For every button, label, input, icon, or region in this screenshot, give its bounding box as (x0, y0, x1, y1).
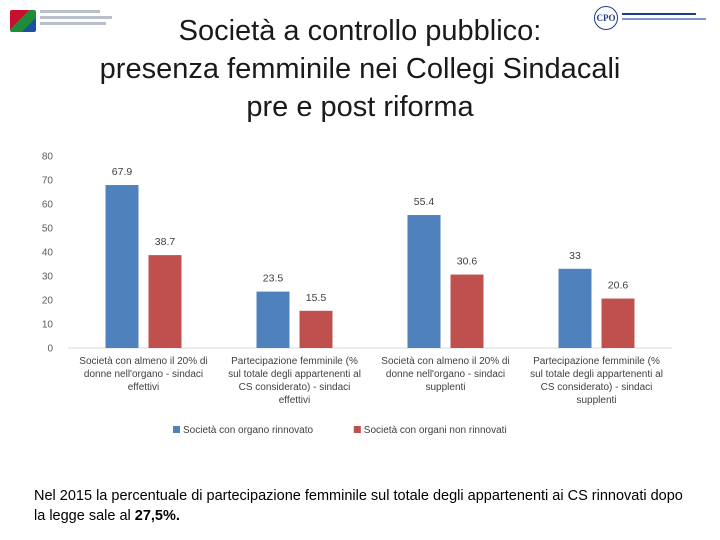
x-category-label: effettivi (279, 395, 311, 406)
bar-rinnovato (558, 268, 592, 348)
y-tick-label: 50 (42, 224, 54, 235)
institution-name-lines (40, 10, 114, 28)
x-category-label: Partecipazione femminile (% (231, 356, 358, 367)
caption: Nel 2015 la percentuale di partecipazion… (34, 486, 694, 526)
x-category-label: donne nell'organo - sindaci (84, 369, 203, 380)
bar-non-rinnovati (148, 255, 182, 348)
bar-non-rinnovati (450, 274, 484, 348)
cpo-logo: CPO (594, 6, 712, 34)
data-label: 30.6 (457, 256, 478, 268)
bar-rinnovato (407, 215, 441, 348)
title-line-3: pre e post riforma (246, 91, 474, 123)
y-tick-label: 30 (42, 272, 54, 283)
data-label: 67.9 (112, 166, 133, 178)
bar-non-rinnovati (601, 298, 635, 348)
x-category-label: effettivi (128, 382, 160, 393)
legend-label: Società con organi non rinnovati (364, 425, 507, 436)
x-category-label: sul totale degli appartenenti al (228, 369, 361, 380)
x-category-label: donne nell'organo - sindaci (386, 369, 505, 380)
x-category-label: supplenti (576, 395, 616, 406)
title-line-2: presenza femminile nei Collegi Sindacali (99, 53, 621, 85)
x-category-label: CS considerato) - sindaci (541, 382, 653, 393)
data-label: 33 (569, 250, 581, 262)
caption-text: Nel 2015 la percentuale di partecipazion… (34, 488, 683, 524)
data-label: 55.4 (414, 196, 435, 208)
y-tick-label: 10 (42, 320, 54, 331)
data-label: 15.5 (306, 292, 327, 304)
cpo-logo-mark: CPO (594, 6, 618, 30)
data-label: 23.5 (263, 273, 284, 285)
x-category-label: Partecipazione femminile (% (533, 356, 660, 367)
x-category-label: sul totale degli appartenenti al (530, 369, 663, 380)
y-tick-label: 70 (42, 176, 54, 187)
title-line-1: Società a controllo pubblico: (178, 15, 542, 47)
cpo-logo-text-lines (622, 11, 706, 20)
x-category-label: Società con almeno il 20% di (79, 356, 207, 367)
x-category-label: Società con almeno il 20% di (381, 356, 509, 367)
caption-highlight: 27,5%. (134, 508, 180, 524)
page-title: Società a controllo pubblico: presenza f… (40, 12, 680, 126)
y-tick-label: 40 (42, 248, 54, 259)
bar-rinnovato (256, 291, 290, 348)
x-category-label: supplenti (425, 382, 465, 393)
y-tick-label: 0 (47, 344, 53, 355)
bar-rinnovato (105, 185, 139, 348)
y-tick-label: 60 (42, 200, 54, 211)
legend-swatch (353, 426, 361, 433)
institution-emblem-icon (10, 10, 36, 32)
y-tick-label: 80 (42, 152, 54, 163)
institution-logo-left (10, 8, 118, 34)
y-tick-label: 20 (42, 296, 54, 307)
bar-chart: 0 10 20 30 40 50 60 70 80 67.9 23.5 55.4 33 38.7 15.5 3… (42, 152, 672, 436)
legend-label: Società con organo rinnovato (183, 425, 314, 436)
legend-swatch (173, 426, 180, 433)
bar-non-rinnovati (299, 310, 333, 348)
x-category-label: CS considerato) - sindaci (239, 382, 351, 393)
data-label: 20.6 (608, 280, 629, 292)
data-label: 38.7 (155, 236, 176, 248)
